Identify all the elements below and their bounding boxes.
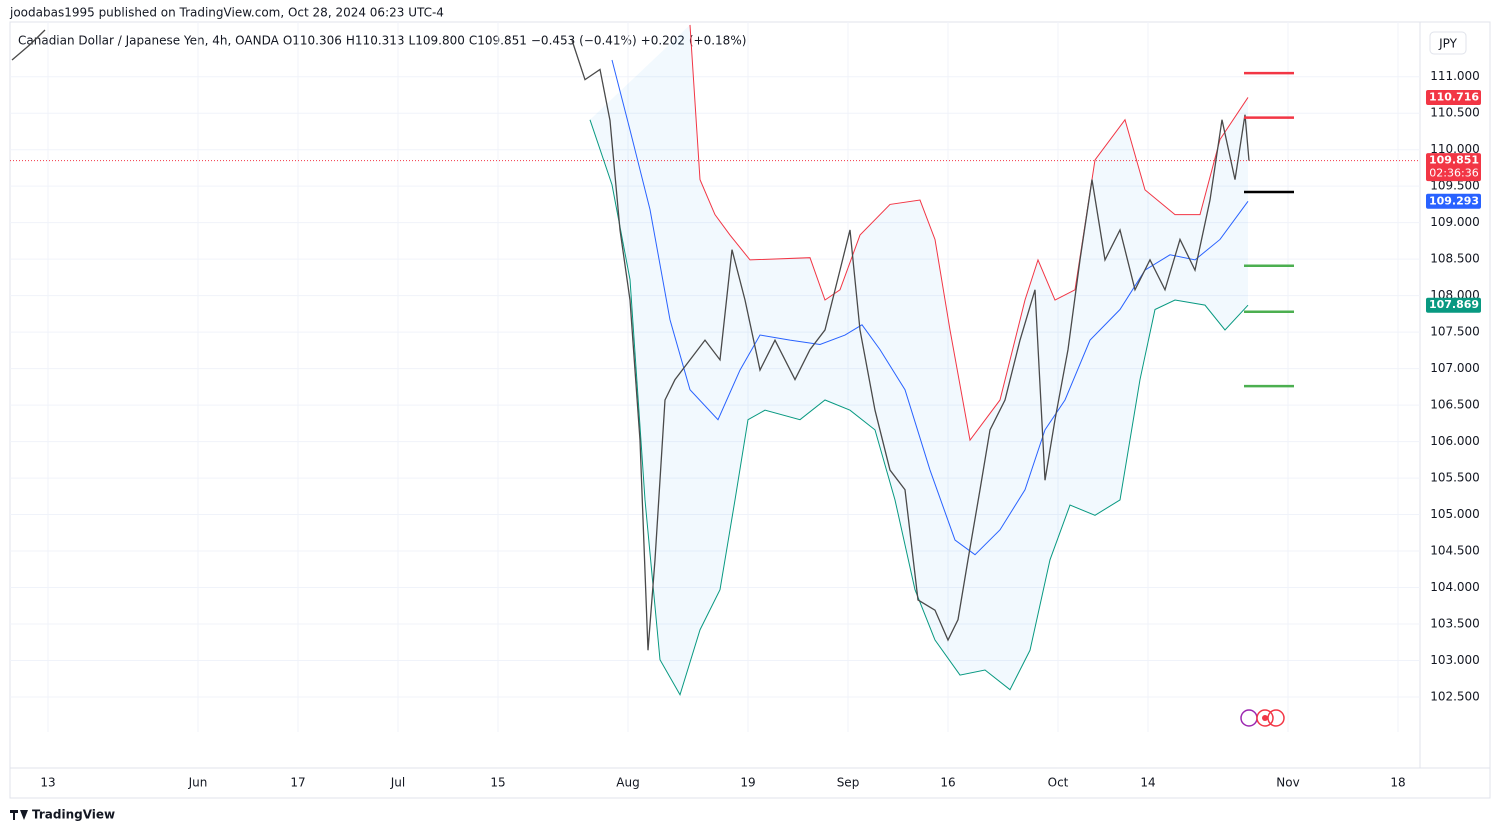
price-label-bg — [1426, 153, 1481, 182]
legend-key: L — [409, 34, 416, 48]
legend-key: C — [469, 34, 477, 48]
price-label: 110.716 — [1429, 90, 1479, 103]
y-tick-label: 104.500 — [1430, 544, 1480, 558]
legend: Canadian Dollar / Japanese Yen, 4h, OAND… — [18, 34, 746, 48]
legend-value: 110.306 — [292, 34, 342, 48]
logo — [10, 810, 28, 820]
x-tick-label: 17 — [290, 776, 305, 790]
legend-symbol: Canadian Dollar / Japanese Yen, 4h, OAND… — [18, 34, 280, 48]
y-tick-label: 104.000 — [1430, 580, 1480, 594]
footer: TradingView — [32, 808, 115, 822]
y-tick-label: 109.500 — [1430, 179, 1480, 193]
series-line — [611, 59, 1249, 556]
y-tick-label: 108.500 — [1430, 252, 1480, 266]
legend-value: 109.851 — [477, 34, 527, 48]
legend-key: O — [283, 34, 292, 48]
price-label-bg — [1426, 297, 1481, 313]
x-tick-label: Jun — [188, 776, 208, 790]
x-tick-label: 18 — [1390, 776, 1405, 790]
legend-value: 109.800 — [415, 34, 465, 48]
legend-extra: +0.202 (+0.18%) — [641, 34, 747, 48]
x-tick-label: 14 — [1140, 776, 1155, 790]
y-tick-label: 103.500 — [1430, 617, 1480, 631]
currency-button[interactable] — [1429, 31, 1467, 55]
y-tick-label: 106.500 — [1430, 398, 1480, 412]
frame — [9, 21, 1491, 799]
x-tick-label: Aug — [616, 776, 639, 790]
y-tick-label: 107.000 — [1430, 361, 1480, 375]
published: joodabas1995 published on TradingView.co… — [9, 6, 444, 20]
legend-value: 110.313 — [355, 34, 405, 48]
x-tick-label: 15 — [490, 776, 505, 790]
price-label-bg — [1426, 193, 1481, 209]
x-tick-label: 19 — [740, 776, 755, 790]
y-tick-label: 109.000 — [1430, 215, 1480, 229]
series-line — [589, 119, 1249, 697]
icons — [1240, 709, 1285, 727]
x-tick-label: Nov — [1276, 776, 1299, 790]
series-line — [689, 24, 1249, 442]
y-tick-label: 110.500 — [1430, 106, 1480, 120]
x-tick-label: 13 — [40, 776, 55, 790]
y-tick-label: 106.000 — [1430, 434, 1480, 448]
legend-change: −0.453 (−0.41%) — [531, 34, 637, 48]
currency[interactable]: JPY — [1438, 37, 1458, 51]
y-tick-label: 105.000 — [1430, 507, 1480, 521]
y-tick-label: 102.500 — [1430, 689, 1480, 703]
y-tick-label: 107.500 — [1430, 325, 1480, 339]
y-tick-label: 103.000 — [1430, 653, 1480, 667]
price-label-bg — [1426, 89, 1481, 105]
legend-key: H — [346, 34, 355, 48]
x-tick-label: Oct — [1048, 776, 1069, 790]
x-tick-label: 16 — [940, 776, 955, 790]
series-line — [11, 29, 1250, 651]
x-tick-label: Sep — [837, 776, 860, 790]
price-label: 109.851 — [1429, 154, 1479, 167]
y-tick-label: 110.000 — [1430, 142, 1480, 156]
price-label: 107.869 — [1429, 298, 1479, 311]
countdown: 02:36:36 — [1429, 167, 1478, 180]
y-tick-label: 111.000 — [1430, 69, 1480, 83]
price-label: 109.293 — [1429, 194, 1479, 207]
x-tick-label: Jul — [390, 776, 405, 790]
y-tick-label: 105.500 — [1430, 471, 1480, 485]
band-fill — [590, 24, 1248, 695]
plot-area — [10, 22, 1420, 732]
